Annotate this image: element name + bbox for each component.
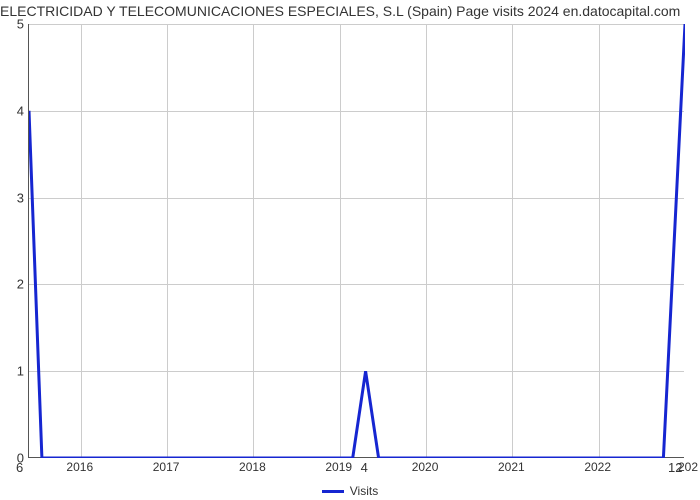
- legend-text: Visits: [350, 484, 378, 498]
- y-tick-label: 2: [17, 277, 24, 292]
- x-tick-label: 2018: [239, 460, 266, 474]
- y-tick-label: 4: [17, 103, 24, 118]
- corner-label-br: 12: [668, 460, 682, 475]
- plot-area: [28, 24, 684, 458]
- chart-title: ELECTRICIDAD Y TELECOMUNICACIONES ESPECI…: [0, 3, 700, 19]
- x-tick-label: 2022: [584, 460, 611, 474]
- corner-label-bl: 6: [16, 460, 23, 475]
- y-tick-label: 1: [17, 364, 24, 379]
- y-tick-label: 3: [17, 190, 24, 205]
- legend: Visits: [0, 484, 700, 498]
- x-tick-label: 2016: [66, 460, 93, 474]
- line-series: [29, 24, 685, 458]
- corner-label-bc: 4: [361, 460, 368, 475]
- x-tick-label: 2017: [153, 460, 180, 474]
- y-tick-label: 5: [17, 17, 24, 32]
- x-tick-label: 2020: [412, 460, 439, 474]
- x-tick-label: 2021: [498, 460, 525, 474]
- legend-swatch: [322, 490, 344, 493]
- x-tick-label: 2019: [325, 460, 352, 474]
